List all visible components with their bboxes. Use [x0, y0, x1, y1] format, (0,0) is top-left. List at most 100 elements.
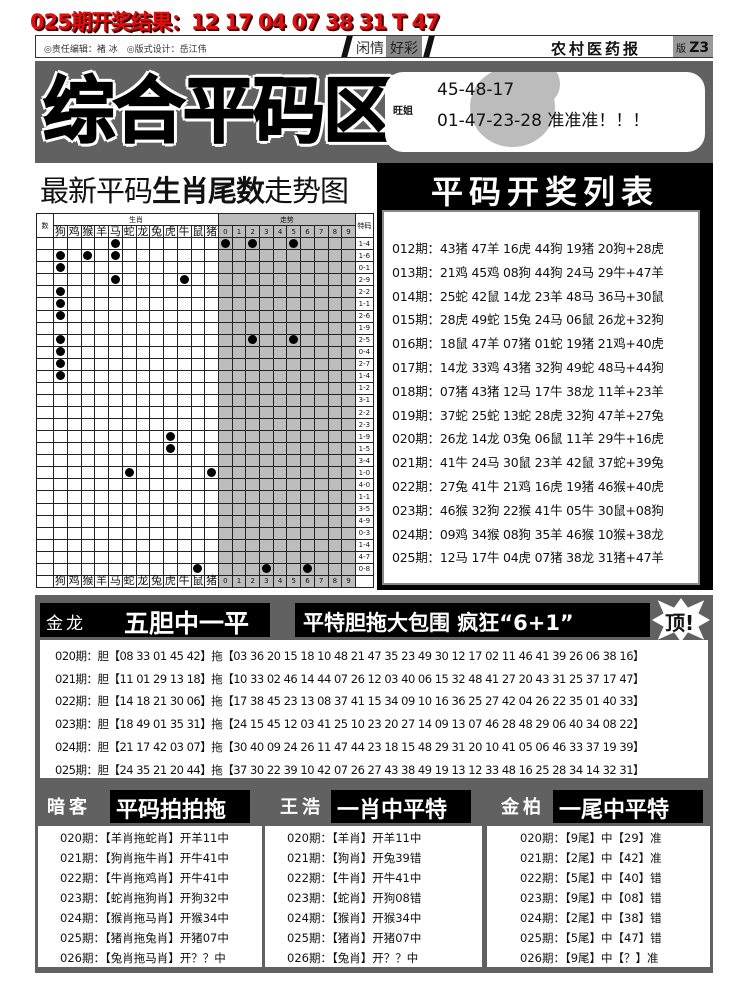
grid-row: 2-3	[36, 418, 374, 432]
zodiac-cell	[66, 261, 82, 275]
zodiac-cell	[204, 309, 219, 323]
tail-cell	[313, 405, 329, 420]
tail-cell	[272, 466, 288, 480]
special-code: 0-1	[354, 261, 374, 275]
panel-row: 022期：【5尾】中【40】错	[520, 871, 662, 885]
zodiac-cell	[149, 261, 164, 275]
tail-cell	[259, 502, 274, 516]
zodiac-cell	[94, 502, 109, 516]
zodiac-cell	[204, 261, 219, 275]
zodiac-cell	[190, 297, 206, 311]
special-code: 0-3	[354, 526, 374, 540]
zodiac-cell	[108, 345, 123, 359]
tail-label: 6	[300, 225, 315, 239]
tail-cell	[313, 321, 329, 335]
grid-row: 2-6	[36, 309, 374, 323]
zodiac-cell	[176, 333, 192, 347]
tail-cell	[245, 249, 261, 263]
count-cell	[36, 249, 54, 263]
zodiac-cell	[53, 273, 68, 287]
tail-cell	[341, 393, 356, 408]
zodiac-cell	[190, 333, 206, 347]
tail-cell	[300, 381, 315, 395]
zodiac-cell	[163, 237, 178, 251]
tail-cell	[300, 405, 315, 420]
tail-cell	[327, 285, 343, 299]
special-code: 1-1	[354, 490, 374, 504]
special-code: 1-5	[354, 442, 374, 456]
zodiac-cell	[190, 357, 206, 371]
zodiac-cell	[108, 490, 123, 504]
zodiac-cell	[190, 454, 206, 468]
zodiac-cell	[66, 538, 82, 552]
zodiac-cell	[121, 297, 137, 311]
zodiac-cell	[190, 466, 206, 480]
zodiac-cell	[108, 309, 123, 323]
special-code: 1-4	[354, 369, 374, 383]
divider	[423, 36, 435, 57]
zodiac-cell	[66, 526, 82, 540]
tail-cell	[286, 393, 302, 408]
zodiac-cell	[176, 297, 192, 311]
count-cell	[36, 538, 54, 552]
tail-cell	[218, 309, 233, 323]
tail-cell	[259, 538, 274, 552]
tail-cell	[300, 502, 315, 516]
zodiac-cell	[176, 478, 192, 492]
tail-cell	[272, 273, 288, 287]
tail-cell	[272, 237, 288, 251]
special-code: 1-6	[354, 249, 374, 263]
special-code: 2-3	[354, 418, 374, 432]
tail-cell	[272, 285, 288, 299]
grid-row: 1-6	[36, 249, 374, 263]
grid-row: 0-3	[36, 526, 374, 540]
tail-cell	[286, 526, 302, 540]
draw-row: 015期：28虎 49蛇 15兔 24马 06鼠 26龙+32狗	[392, 312, 664, 328]
zodiac-cell	[190, 538, 206, 552]
zodiac-cell	[204, 490, 219, 504]
tail-cell	[286, 321, 302, 335]
panel-list: 020期：【9尾】中【29】准 021期：【2尾】中【42】准 022期：【5尾】中…	[487, 826, 710, 967]
draw-row: 023期：46猴 32狗 22猴 41牛 05牛 30鼠+08狗	[392, 502, 664, 518]
panel-row: 025期：【猪肖拖兔肖】开猪07中	[60, 931, 229, 945]
zodiac-cell	[176, 430, 192, 444]
zodiac-cell	[53, 418, 68, 432]
zodiac-cell	[204, 526, 219, 540]
zodiac-cell	[94, 454, 109, 468]
zodiac-cell	[204, 502, 219, 516]
zodiac-cell	[149, 538, 164, 552]
zodiac-cell	[204, 538, 219, 552]
special-code: 2-7	[354, 357, 374, 371]
zodiac-cell	[149, 309, 164, 323]
zodiac-cell	[149, 297, 164, 311]
tail-cell	[313, 285, 329, 299]
tail-cell	[327, 405, 343, 420]
tail-cell	[341, 442, 356, 456]
zodiac-cell	[163, 393, 178, 408]
zodiac-cell	[204, 333, 219, 347]
hit-dot	[55, 262, 65, 272]
zodiac-cell	[176, 454, 192, 468]
zodiac-cell	[204, 369, 219, 383]
tail-cell	[245, 538, 261, 552]
tail-cell	[300, 345, 315, 359]
zodiac-cell	[121, 273, 137, 287]
zodiac-cell	[135, 357, 151, 371]
tail-cell	[327, 333, 343, 347]
zodiac-cell	[135, 526, 151, 540]
zodiac-cell	[53, 478, 68, 492]
zodiac-cell	[176, 442, 192, 456]
zodiac-cell	[80, 550, 96, 564]
tail-cell	[286, 345, 302, 359]
zodiac-cell	[53, 454, 68, 468]
zodiac-cell	[163, 261, 178, 275]
zodiac-cell	[94, 381, 109, 395]
zodiac-cell	[80, 369, 96, 383]
zodiac-cell	[94, 514, 109, 528]
zodiac-cell	[190, 418, 206, 432]
tail-cell	[313, 478, 329, 492]
tail-cell	[286, 297, 302, 311]
tail-cell	[245, 285, 261, 299]
special-code: 1-4	[354, 237, 374, 251]
hit-dot	[302, 564, 312, 574]
